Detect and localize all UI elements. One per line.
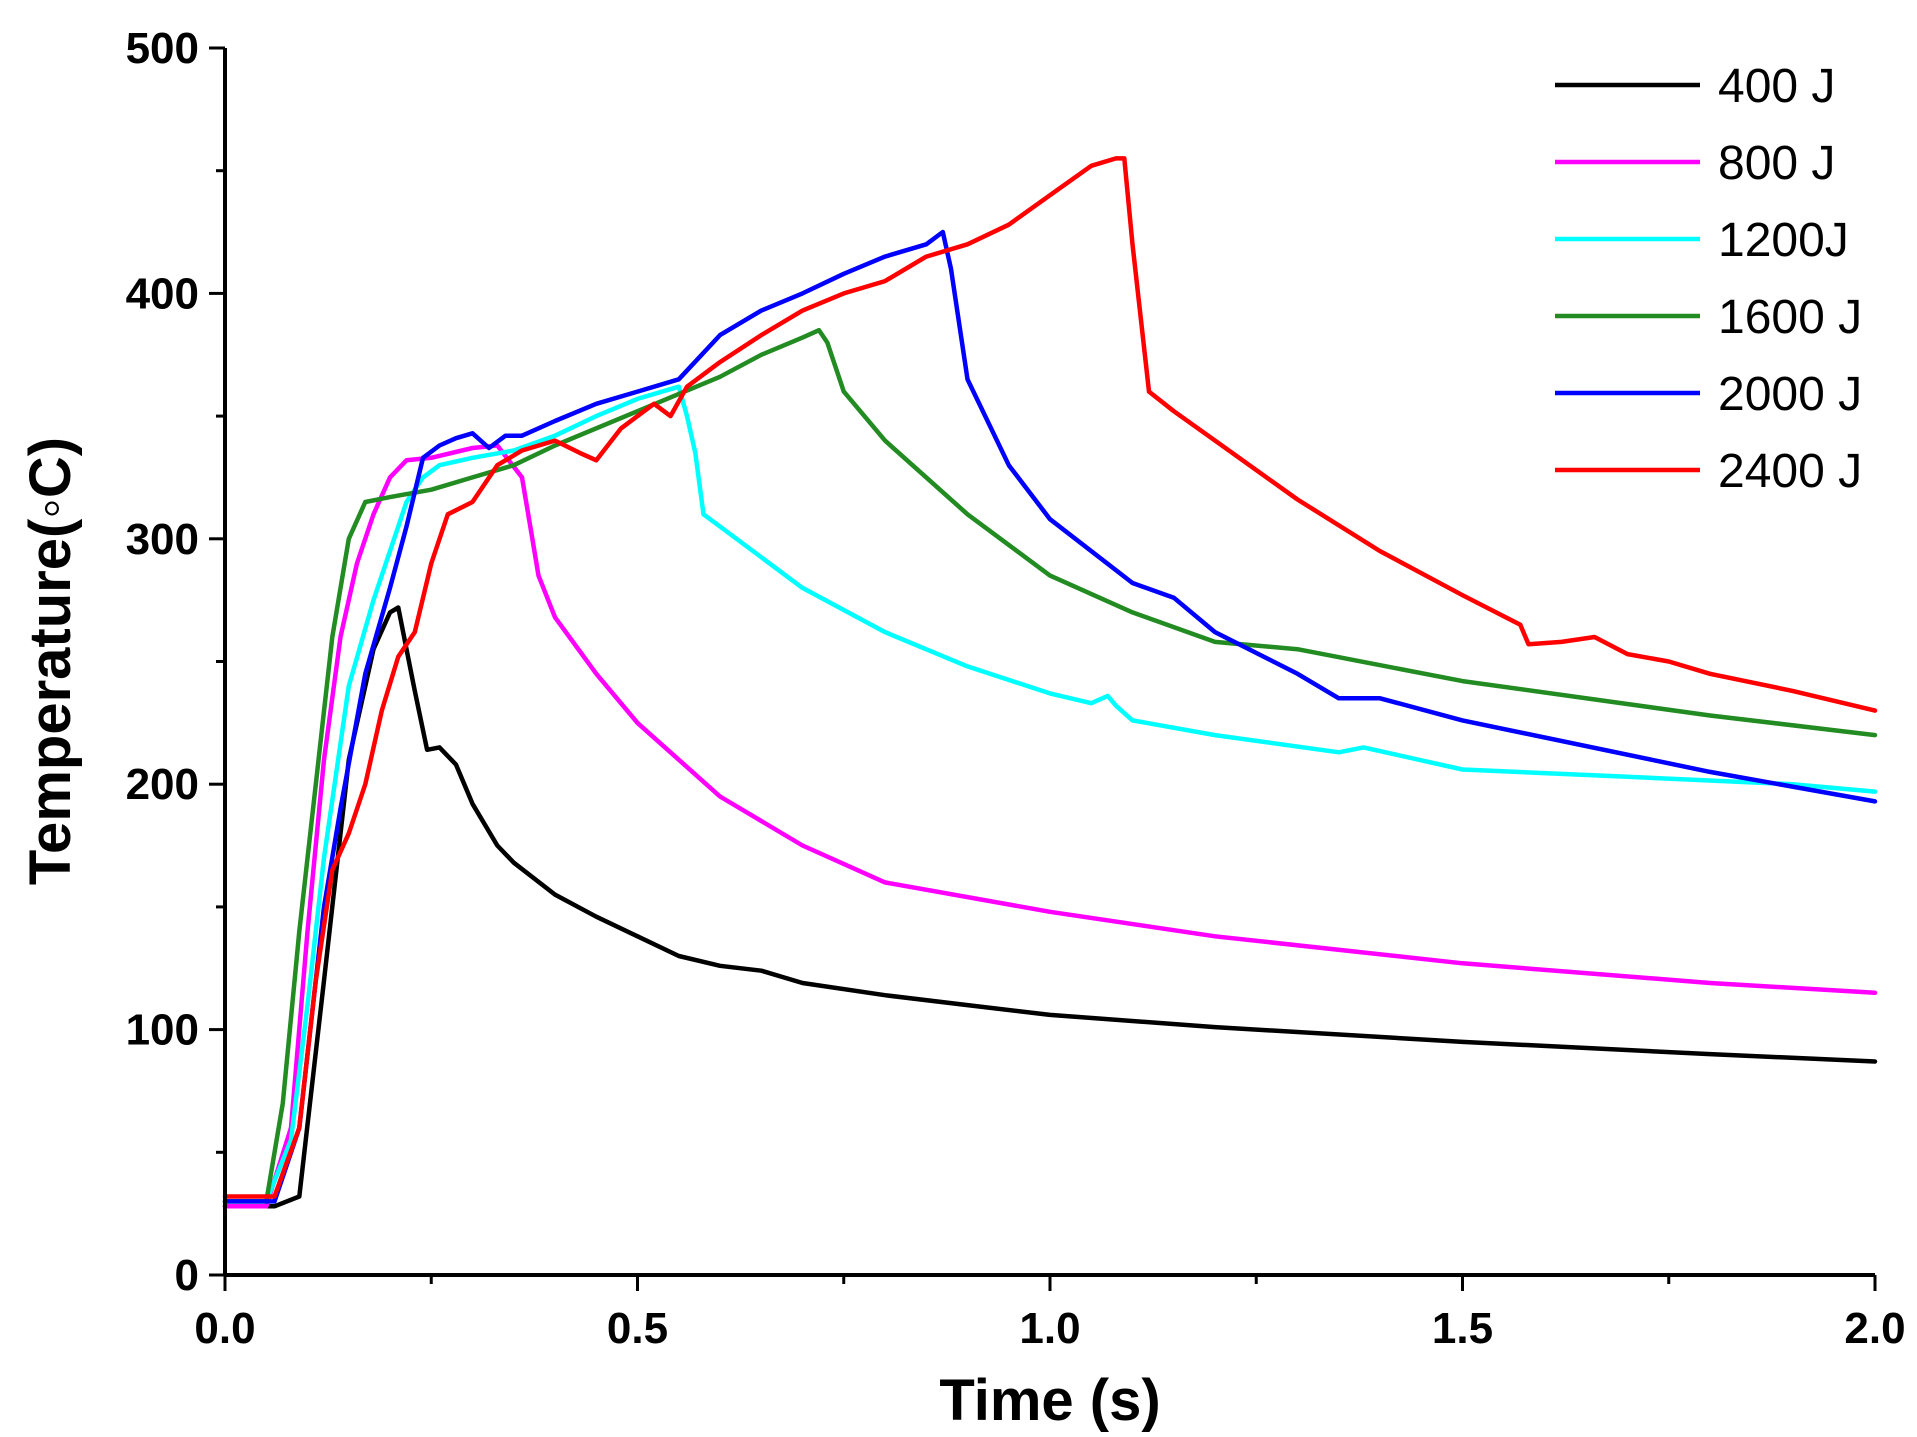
y-tick-label: 100 — [126, 1006, 199, 1055]
y-tick-label: 400 — [126, 269, 199, 318]
x-axis-title: Time (s) — [939, 1368, 1160, 1433]
series-line-4 — [222, 229, 1878, 1204]
legend-label-3: 1600 J — [1718, 291, 1862, 344]
legend-label-1: 800 J — [1718, 137, 1835, 190]
series-line-1 — [222, 443, 1878, 1209]
legend-label-2: 1200J — [1718, 214, 1849, 267]
y-ticks: 0 100 200 300 400 500 — [126, 24, 225, 1300]
series-line-2 — [222, 384, 1878, 1204]
y-tick-label: 300 — [126, 515, 199, 564]
x-tick-label: 1.0 — [1019, 1304, 1080, 1353]
x-tick-label: 0.5 — [607, 1304, 668, 1353]
y-tick-label: 0 — [175, 1251, 199, 1300]
legend-label-4: 2000 J — [1718, 368, 1862, 421]
x-ticks: 0.0 0.5 1.0 1.5 2.0 — [194, 1275, 1906, 1353]
series-lines — [222, 156, 1878, 1209]
x-tick-label: 1.5 — [1432, 1304, 1493, 1353]
axes — [223, 48, 1875, 1277]
legend-label-0: 400 J — [1718, 60, 1835, 113]
legend-label-5: 2400 J — [1718, 445, 1862, 498]
series-line-5 — [222, 156, 1878, 1199]
series-line-3 — [222, 327, 1878, 1204]
x-tick-label: 2.0 — [1844, 1304, 1905, 1353]
legend: 400 J 800 J 1200J 1600 J 2000 J 2400 J — [1555, 60, 1862, 498]
y-tick-label: 200 — [126, 760, 199, 809]
y-tick-label: 500 — [126, 24, 199, 73]
series-line-0 — [222, 605, 1878, 1209]
x-tick-label: 0.0 — [194, 1304, 255, 1353]
y-axis-title: Temperature(◦C) — [18, 437, 83, 885]
